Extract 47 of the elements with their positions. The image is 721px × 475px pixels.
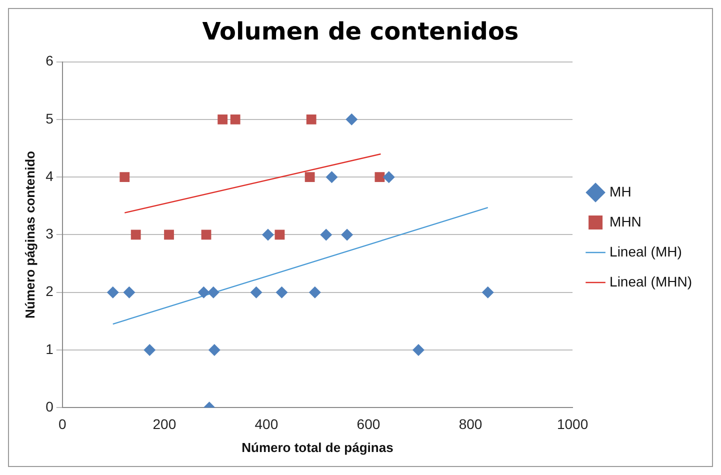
legend-label: Lineal (MHN) [610,273,692,290]
point [250,286,262,298]
point [230,114,240,124]
x-tick-label: 600 [356,416,380,432]
point [120,172,130,182]
y-tick-label: 3 [46,226,54,242]
x-tick-label: 800 [458,416,482,432]
point [304,172,315,182]
point [198,286,210,298]
y-axis-title: Número páginas contenido [22,150,38,318]
chart-title: Volumen de contenidos [202,18,519,46]
point [144,344,156,356]
point [326,171,338,184]
x-tick-label: 1000 [556,416,588,432]
x-tick-label: 0 [58,416,66,432]
y-tick-label: 4 [46,168,54,184]
x-tick-label: 200 [152,416,176,432]
point [382,171,395,184]
point [130,230,141,240]
y-tick-label: 5 [46,110,54,126]
point [276,286,288,298]
point [208,344,220,356]
y-tick-label: 6 [46,52,54,69]
point [374,172,385,182]
point [262,228,274,241]
x-tick-label: 400 [254,416,278,432]
point [123,286,136,298]
y-tick-label: 0 [46,398,54,414]
legend-label: Lineal (MH) [610,243,682,260]
point [218,114,228,124]
point [308,286,321,298]
point [306,114,316,124]
point [207,286,220,298]
point [201,230,212,240]
point [341,228,354,241]
point [164,230,174,240]
point [320,228,332,241]
y-tick-label: 1 [46,340,54,357]
x-axis-title: Número total de páginas [242,440,394,455]
legend-label: MHN [610,213,642,230]
point [346,113,358,126]
point [106,286,119,298]
point [274,230,285,240]
point [412,344,424,356]
legend-label: MH [610,183,632,200]
y-tick-label: 2 [46,283,54,300]
point [482,286,494,298]
